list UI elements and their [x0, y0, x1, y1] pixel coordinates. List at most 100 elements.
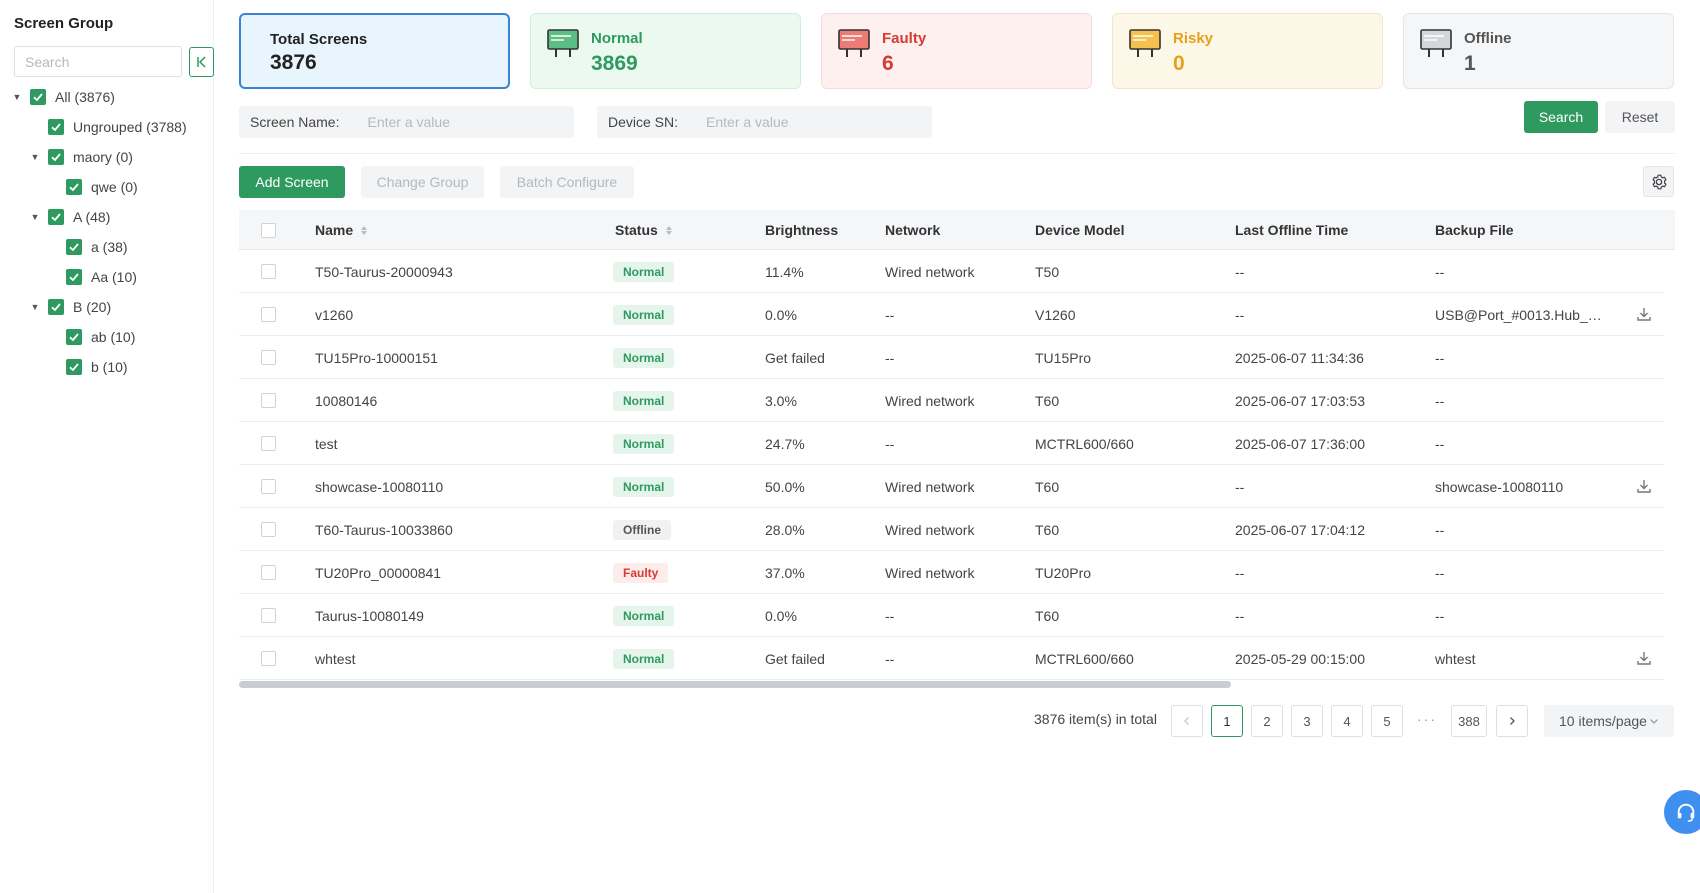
- cell-last-offline-time: 2025-06-07 17:36:00: [1235, 435, 1365, 452]
- tree-node-checkbox[interactable]: [66, 239, 82, 255]
- row-checkbox[interactable]: [261, 594, 276, 637]
- chevron-right-icon: [1510, 717, 1515, 725]
- caret-down-icon[interactable]: ▼: [12, 92, 22, 102]
- table-row[interactable]: Taurus-10080149 Normal 0.0% -- T60 -- --: [239, 594, 1664, 637]
- row-checkbox[interactable]: [261, 422, 276, 465]
- tree-node-checkbox[interactable]: [66, 329, 82, 345]
- row-checkbox[interactable]: [261, 551, 276, 594]
- row-checkbox[interactable]: [261, 293, 276, 336]
- cell-brightness: 3.0%: [765, 392, 797, 409]
- table-row[interactable]: TU15Pro-10000151 Normal Get failed -- TU15Pr…: [239, 336, 1664, 379]
- total-screens-card[interactable]: Total Screens 3876: [239, 13, 510, 89]
- table-row[interactable]: v1260 Normal 0.0% -- V1260 -- USB@Port_#0013.H…: [239, 293, 1664, 336]
- page-size-select[interactable]: 10 items/page: [1544, 705, 1674, 737]
- table-row[interactable]: T60-Taurus-10033860 Offline 28.0% Wired net…: [239, 508, 1664, 551]
- download-icon[interactable]: [1636, 306, 1652, 322]
- caret-down-icon[interactable]: ▼: [30, 212, 40, 222]
- tree-node[interactable]: ▼ A (48): [28, 206, 110, 228]
- collapse-sidebar-button[interactable]: [189, 47, 214, 77]
- billboard-icon: [547, 29, 579, 57]
- download-icon[interactable]: [1636, 650, 1652, 666]
- row-checkbox[interactable]: [261, 336, 276, 379]
- download-icon[interactable]: [1636, 478, 1652, 494]
- billboard-icon: [1420, 29, 1452, 57]
- tree-node[interactable]: ▼Ungrouped (3788): [28, 116, 187, 138]
- support-chat-button[interactable]: [1664, 790, 1700, 834]
- tree-node-checkbox[interactable]: [48, 299, 64, 315]
- caret-down-icon[interactable]: ▼: [30, 152, 40, 162]
- cell-brightness: 0.0%: [765, 306, 797, 323]
- tree-node-checkbox[interactable]: [66, 359, 82, 375]
- tree-node[interactable]: ▼ maory (0): [28, 146, 133, 168]
- cell-last-offline-time: 2025-06-07 11:34:36: [1235, 349, 1364, 366]
- tree-node[interactable]: ▼ B (20): [28, 296, 111, 318]
- risky-screens-card[interactable]: Risky 0: [1112, 13, 1383, 89]
- cell-backup-file: --: [1435, 263, 1445, 280]
- tree-node-checkbox[interactable]: [48, 119, 64, 135]
- cell-name: v1260: [315, 306, 354, 323]
- page-ellipsis[interactable]: ···: [1417, 711, 1437, 727]
- screen-name-input[interactable]: [367, 114, 558, 130]
- column-header-name[interactable]: Name: [315, 210, 368, 250]
- group-search-input[interactable]: [14, 46, 182, 77]
- column-header-device-model: Device Model: [1035, 222, 1125, 238]
- tree-node-checkbox[interactable]: [30, 89, 46, 105]
- row-checkbox[interactable]: [261, 379, 276, 422]
- column-header-status[interactable]: Status: [615, 210, 672, 250]
- tree-node-checkbox[interactable]: [48, 149, 64, 165]
- change-group-button[interactable]: Change Group: [361, 166, 484, 198]
- page-4-button[interactable]: 4: [1331, 705, 1363, 737]
- headset-icon: [1677, 803, 1695, 822]
- tree-node[interactable]: ▼qwe (0): [46, 176, 138, 198]
- normal-screens-card[interactable]: Normal 3869: [530, 13, 801, 89]
- table-row[interactable]: test Normal 24.7% -- MCTRL600/660 2025-06-07 …: [239, 422, 1664, 465]
- page-5-button[interactable]: 5: [1371, 705, 1403, 737]
- cell-device-model: TU20Pro: [1035, 564, 1092, 581]
- tree-node-checkbox[interactable]: [66, 179, 82, 195]
- table-row[interactable]: whtest Normal Get failed -- MCTRL600/660 2025…: [239, 637, 1664, 680]
- last-page-button[interactable]: 388: [1451, 705, 1487, 737]
- tree-node[interactable]: ▼b (10): [46, 356, 128, 378]
- reset-button[interactable]: Reset: [1605, 101, 1675, 133]
- status-badge: Normal: [613, 261, 675, 282]
- row-checkbox[interactable]: [261, 465, 276, 508]
- tree-node[interactable]: ▼a (38): [46, 236, 128, 258]
- cell-backup-file: USB@Port_#0013.Hub_…: [1435, 306, 1602, 323]
- page-3-button[interactable]: 3: [1291, 705, 1323, 737]
- faulty-screens-card[interactable]: Faulty 6: [821, 13, 1092, 89]
- horizontal-scrollbar[interactable]: [239, 681, 1231, 688]
- table-row[interactable]: 10080146 Normal 3.0% Wired network T60 2025-0…: [239, 379, 1664, 422]
- status-badge: Normal: [613, 347, 675, 368]
- screen-name-filter: Screen Name:: [239, 106, 574, 138]
- tree-node[interactable]: ▼ab (10): [46, 326, 135, 348]
- table-row[interactable]: T50-Taurus-20000943 Normal 11.4% Wired netw…: [239, 250, 1664, 293]
- cell-name: T60-Taurus-10033860: [315, 521, 453, 538]
- table-row[interactable]: showcase-10080110 Normal 50.0% Wired networ…: [239, 465, 1664, 508]
- device-sn-input[interactable]: [706, 114, 897, 130]
- row-checkbox[interactable]: [261, 508, 276, 551]
- row-checkbox[interactable]: [261, 637, 276, 680]
- tree-node-label: ab (10): [91, 329, 136, 345]
- tree-node-checkbox[interactable]: [48, 209, 64, 225]
- next-page-button[interactable]: [1496, 705, 1528, 737]
- page-1-button[interactable]: 1: [1211, 705, 1243, 737]
- select-all-checkbox[interactable]: [261, 210, 276, 250]
- risky-label: Risky: [1173, 30, 1214, 47]
- tree-node[interactable]: ▼ All (3876): [10, 86, 115, 108]
- batch-configure-button[interactable]: Batch Configure: [500, 166, 634, 198]
- add-screen-button[interactable]: Add Screen: [239, 166, 345, 198]
- row-checkbox[interactable]: [261, 250, 276, 293]
- column-settings-button[interactable]: [1643, 166, 1674, 197]
- caret-down-icon[interactable]: ▼: [30, 302, 40, 312]
- tree-node[interactable]: ▼Aa (10): [46, 266, 137, 288]
- cell-name: TU15Pro-10000151: [315, 349, 438, 366]
- prev-page-button[interactable]: [1171, 705, 1203, 737]
- page-2-button[interactable]: 2: [1251, 705, 1283, 737]
- search-button[interactable]: Search: [1524, 101, 1598, 133]
- offline-screens-card[interactable]: Offline 1: [1403, 13, 1674, 89]
- cell-device-model: T60: [1035, 478, 1060, 495]
- tree-node-label: Ungrouped (3788): [73, 119, 187, 135]
- table-row[interactable]: TU20Pro_00000841 Faulty 37.0% Wired network…: [239, 551, 1664, 594]
- sidebar-title: Screen Group: [14, 15, 114, 32]
- tree-node-checkbox[interactable]: [66, 269, 82, 285]
